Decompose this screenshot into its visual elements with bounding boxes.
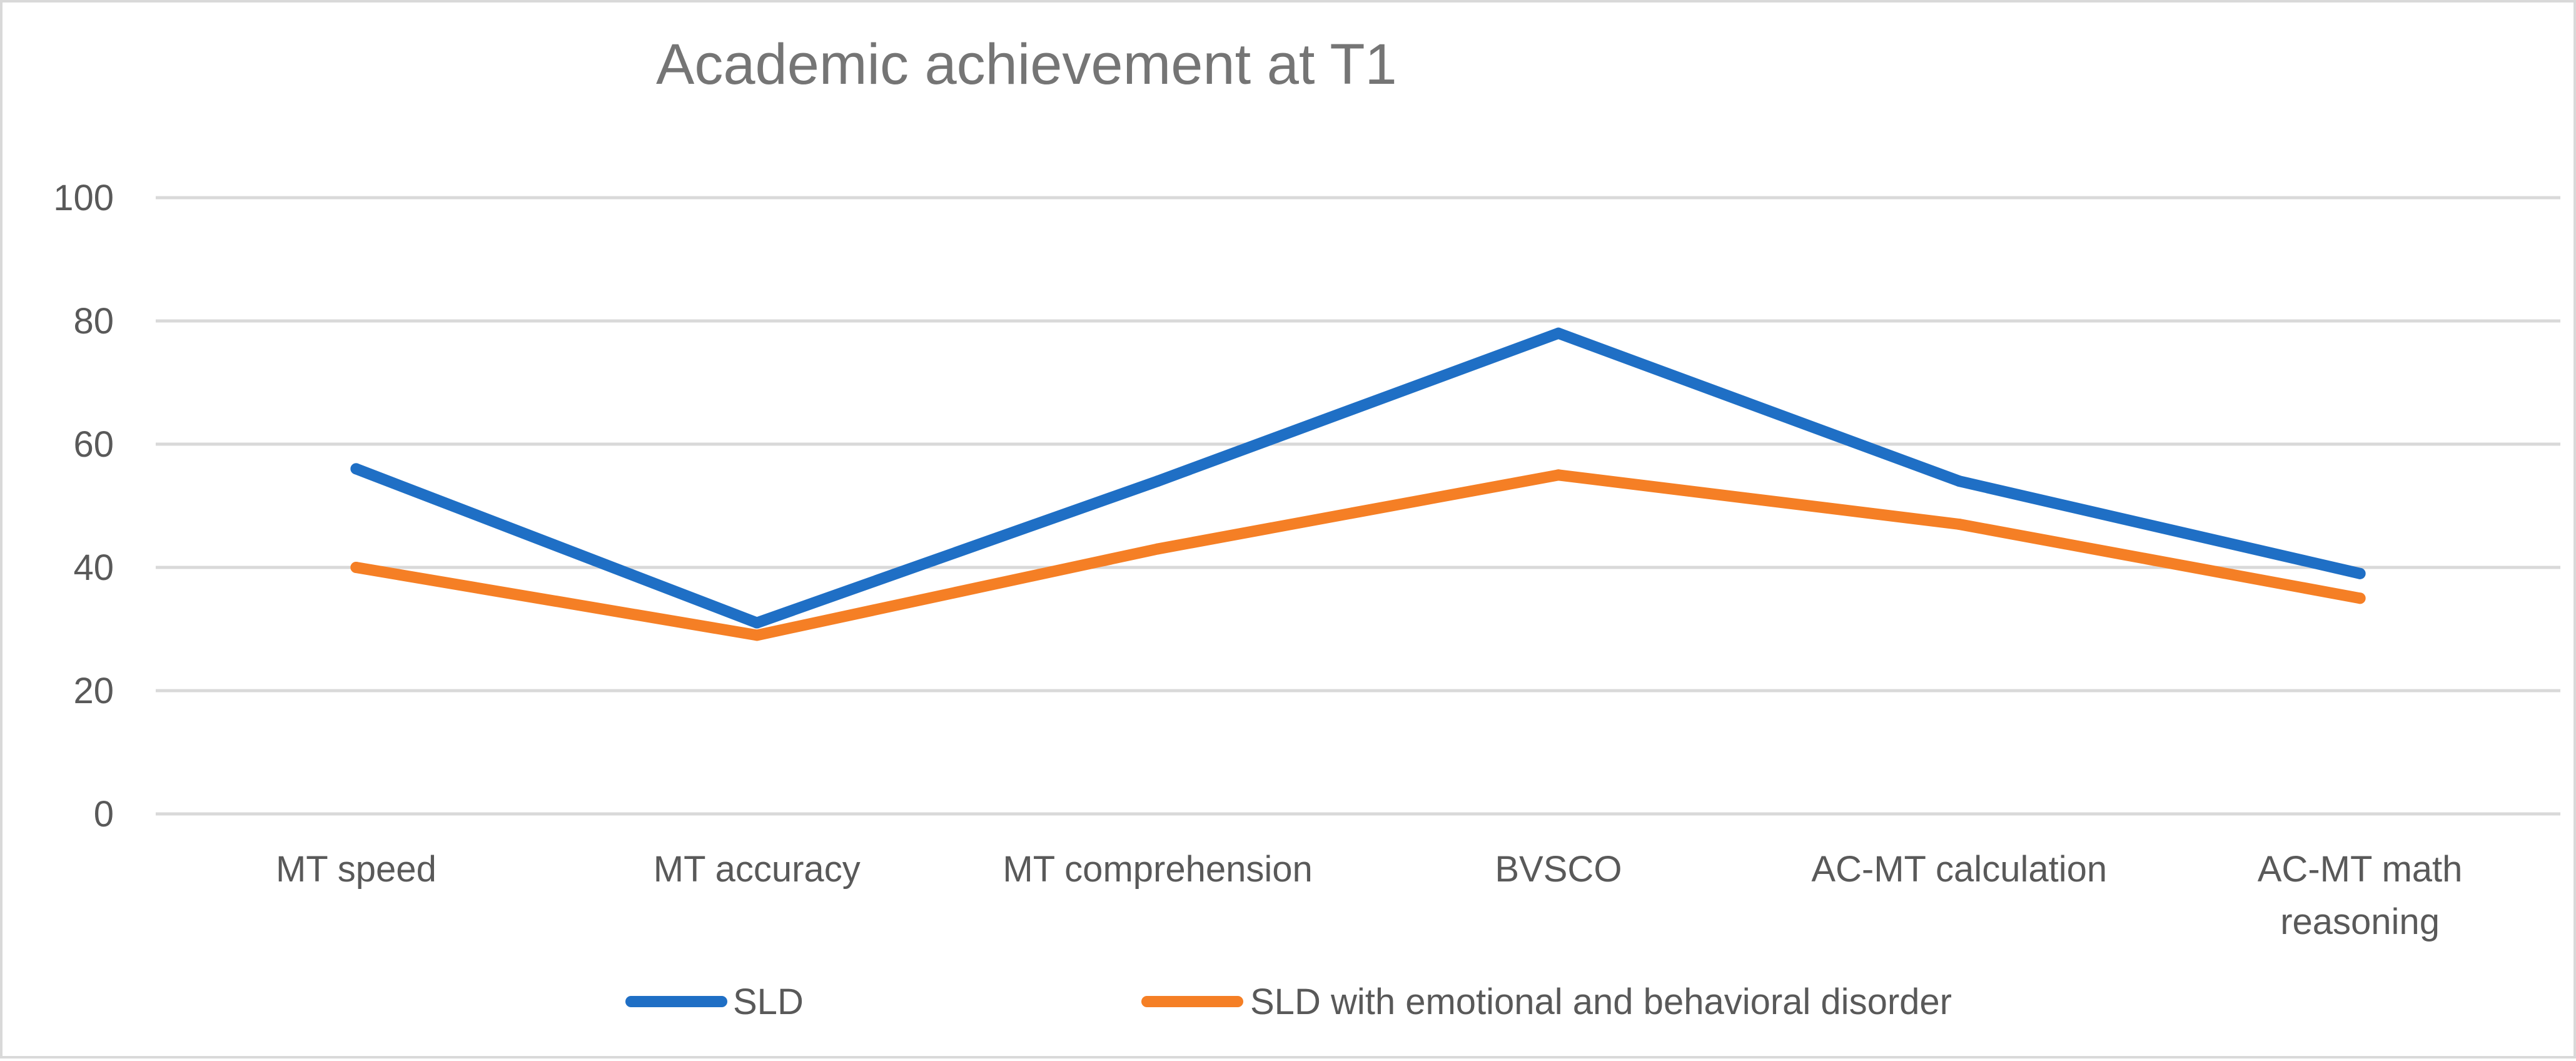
- data-point: [2354, 567, 2366, 579]
- x-tick-label: MT comprehension: [1003, 849, 1312, 890]
- y-axis-ticks: 0 20 40 60 80 100: [53, 178, 114, 835]
- y-tick-label: 80: [73, 301, 114, 342]
- x-tick-label: BVSCO: [1495, 849, 1622, 890]
- x-tick-label: AC-MT math reasoning: [2258, 849, 2463, 942]
- chart-title: Academic achievement at T1: [656, 33, 1397, 96]
- series-line-2: [350, 469, 2366, 641]
- y-tick-label: 20: [73, 671, 114, 711]
- x-tick-label: MT accuracy: [654, 849, 861, 890]
- series-lines: [350, 327, 2366, 641]
- x-tick-label: AC-MT calculation: [1811, 849, 2107, 890]
- y-tick-label: 100: [53, 178, 114, 218]
- data-point: [1953, 519, 1965, 530]
- data-point: [751, 617, 763, 629]
- series-line-1: [350, 327, 2366, 629]
- y-tick-label: 0: [94, 794, 114, 835]
- data-point: [350, 562, 362, 573]
- legend: SLD SLD with emotional and behavioral dis…: [625, 982, 1952, 1022]
- x-tick-label: MT speed: [276, 849, 437, 890]
- line-chart: Academic achievement at T1 020406080100 …: [53, 33, 2560, 1022]
- data-point: [1552, 469, 1564, 481]
- data-point: [1953, 475, 1965, 487]
- y-tick-label: 40: [73, 547, 114, 588]
- data-point: [1152, 543, 1164, 555]
- data-point: [751, 629, 763, 641]
- x-axis-ticks: MT speed MT accuracy MT comprehension BVSCO…: [276, 849, 2462, 942]
- legend-label-2: SLD with emotional and behavioral disord…: [1250, 982, 1952, 1022]
- data-point: [350, 463, 362, 475]
- data-point: [1152, 475, 1164, 487]
- gridlines: [156, 196, 2560, 816]
- data-point: [1552, 327, 1564, 339]
- legend-label-1: SLD: [733, 982, 804, 1022]
- data-point: [2354, 592, 2366, 604]
- y-tick-label: 60: [73, 424, 114, 465]
